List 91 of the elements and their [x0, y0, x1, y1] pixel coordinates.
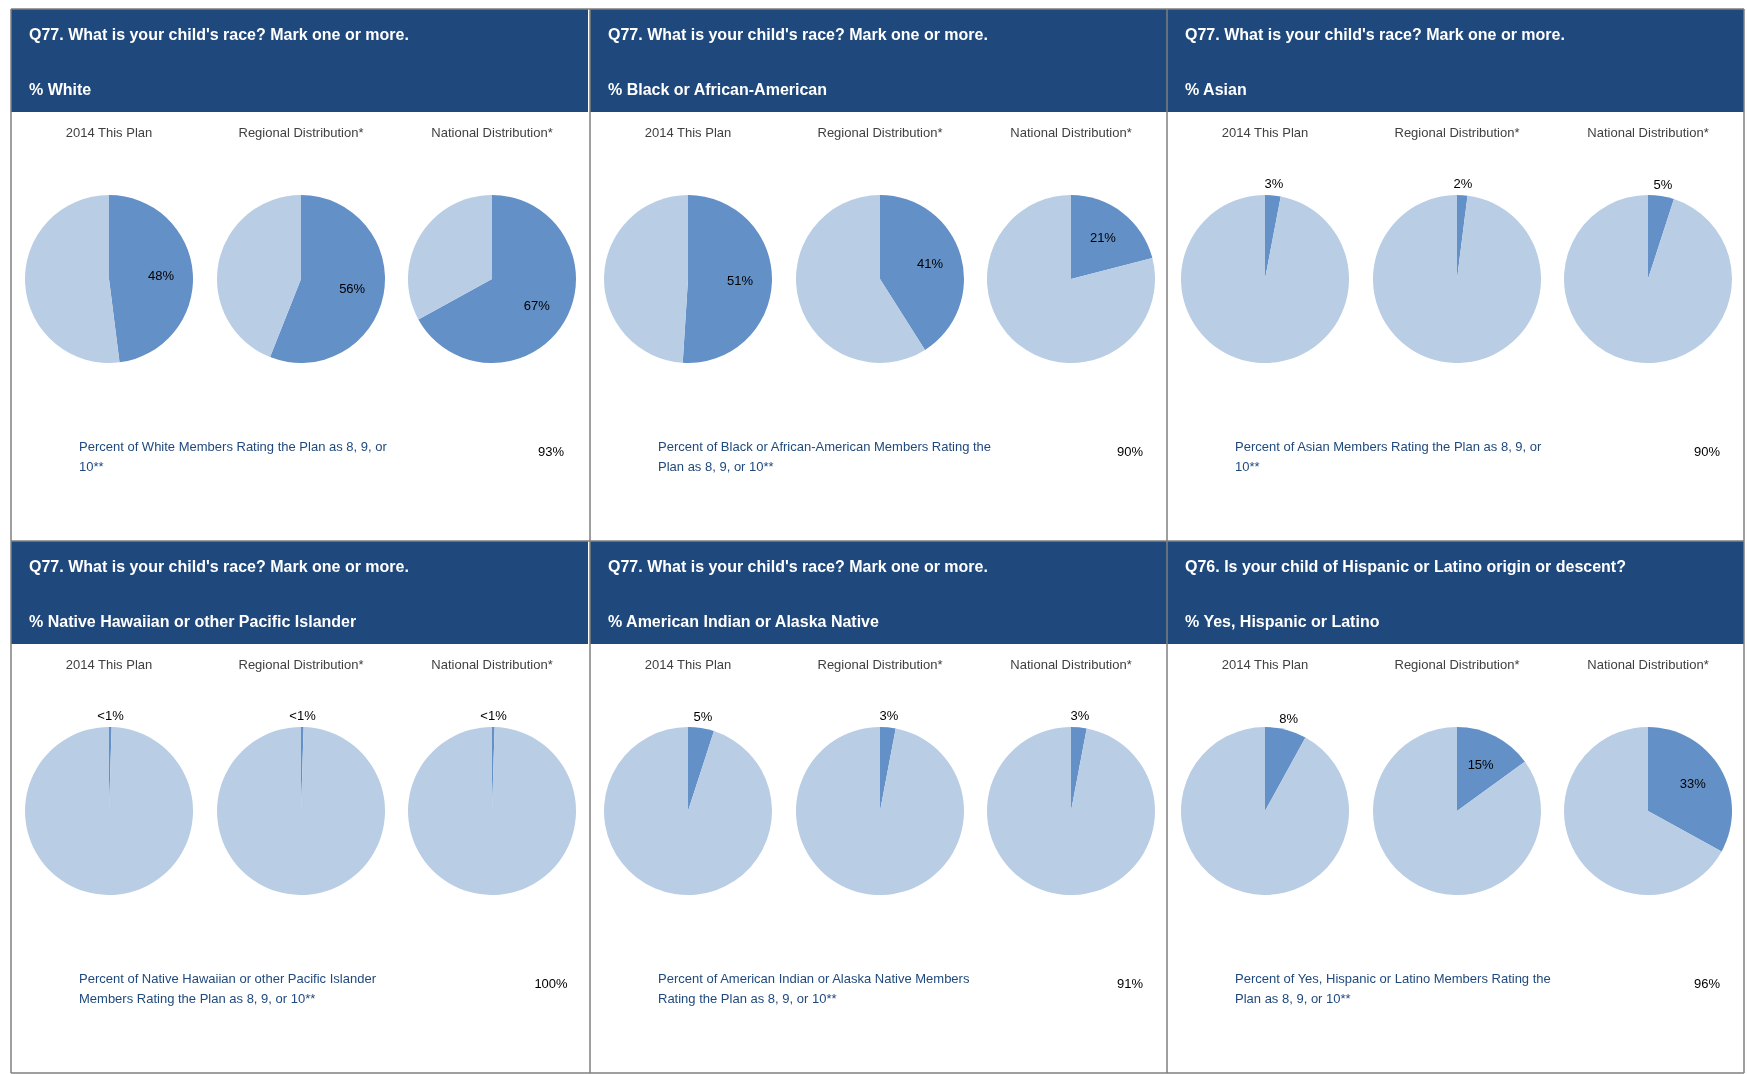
data-label: 5%: [1653, 177, 1673, 193]
text: Percent of Black or African-American Members Rating the Plan as 8, 9, or 10**: [658, 439, 992, 474]
data-label: 5%: [693, 709, 713, 725]
pie-slice: [987, 195, 1155, 363]
chart-title: National Distribution*: [1587, 125, 1709, 140]
pie-slice: [1265, 195, 1281, 279]
data-label: 33%: [1679, 776, 1707, 792]
data-label: <1%: [97, 708, 125, 724]
pie-slice: [1265, 727, 1306, 811]
data-label: 21%: [1089, 229, 1117, 245]
text: Percent of White Members Rating the Plan as 8, 9, or 10**: [79, 439, 388, 474]
chart-title: Regional Distribution*: [817, 657, 943, 672]
data-label: 3%: [879, 708, 899, 724]
chart-title: Regional Distribution*: [238, 125, 364, 140]
pie-slice: [604, 727, 772, 895]
text: Q77. What is your child's race? Mark one or more.: [29, 26, 409, 43]
pie-slice: [987, 727, 1155, 895]
text: Q77. What is your child's race? Mark one or more.: [608, 26, 988, 43]
text: Percent of Asian Members Rating the Plan as 8, 9, or 10**: [1235, 439, 1543, 474]
text: Percent of Yes, Hispanic or Latino Members Rating the Plan as 8, 9, or 10**: [1235, 971, 1551, 1006]
text: Q76. Is your child of Hispanic or Latino origin or descent?: [1185, 558, 1626, 575]
data-label: 8%: [1279, 710, 1299, 726]
text: % Yes, Hispanic or Latino: [1185, 613, 1380, 630]
data-label: 3%: [1264, 176, 1284, 192]
text: % Asian: [1185, 81, 1247, 98]
text: Q77. What is your child's race? Mark one or more.: [1185, 26, 1565, 43]
pie-slice: [217, 195, 301, 358]
chart-title: Regional Distribution*: [1394, 125, 1520, 140]
text: % American Indian or Alaska Native: [608, 613, 880, 630]
pie-slice: [270, 195, 385, 363]
pie-slice: [604, 195, 688, 363]
data-label: <1%: [289, 708, 317, 724]
chart-title: Regional Distribution*: [817, 125, 943, 140]
text: Q77. What is your child's race? Mark one or more.: [608, 558, 988, 575]
text: % Native Hawaiian or other Pacific Islander: [29, 613, 357, 630]
pie-slice: [408, 195, 492, 320]
data-label: 48%: [147, 267, 175, 283]
data-label: 51%: [727, 272, 754, 288]
data-label: <1%: [480, 708, 508, 724]
data-label: 3%: [1070, 708, 1090, 724]
pie-slice: [880, 195, 964, 350]
text: 90%: [1116, 444, 1144, 459]
chart-title: 2014 This Plan: [644, 657, 732, 672]
chart-title: National Distribution*: [1010, 657, 1132, 672]
pie-slice: [109, 195, 193, 363]
pie-slice: [1373, 727, 1541, 895]
data-label: 56%: [339, 280, 366, 296]
pie-slice: [408, 727, 577, 895]
pie-slice: [1648, 195, 1674, 279]
chart-title: National Distribution*: [431, 125, 553, 140]
text: 91%: [1116, 976, 1144, 991]
text: 90%: [1693, 444, 1721, 459]
chart-title: 2014 This Plan: [65, 657, 153, 672]
chart-title: 2014 This Plan: [1221, 125, 1309, 140]
text: 100%: [534, 976, 569, 991]
text: Percent of Native Hawaiian or other Pacific Islander Members Rating the Plan as 8, 9, or 10**: [79, 971, 377, 1006]
text: Percent of American Indian or Alaska Native Members Rating the Plan as 8, 9, or 10**: [658, 971, 970, 1006]
chart-title: National Distribution*: [1587, 657, 1709, 672]
pie-slice: [1648, 727, 1732, 852]
pie-slice: [1181, 727, 1349, 895]
data-label: 41%: [917, 256, 944, 272]
pie-slice: [25, 727, 194, 895]
pie-slice: [1457, 727, 1525, 811]
chart-title: 2014 This Plan: [1221, 657, 1309, 672]
pie-slice: [217, 727, 386, 895]
pie-slice: [1373, 195, 1541, 363]
chart-title: Regional Distribution*: [1394, 657, 1520, 672]
text: Q77. What is your child's race? Mark one or more.: [29, 558, 409, 575]
text: % White: [29, 81, 92, 98]
pie-slice: [880, 727, 896, 811]
data-label: 2%: [1453, 176, 1473, 192]
text: 93%: [537, 444, 565, 459]
pie-slice: [682, 195, 772, 363]
pie-slice: [1181, 195, 1349, 363]
text: 96%: [1693, 976, 1721, 991]
pie-slice: [1071, 727, 1087, 811]
chart-title: 2014 This Plan: [65, 125, 153, 140]
pie-slice: [688, 727, 714, 811]
pie-slice: [418, 195, 576, 363]
chart-title: 2014 This Plan: [644, 125, 732, 140]
pie-slice: [1564, 195, 1732, 363]
pie-slice: [1071, 195, 1153, 279]
data-label: 15%: [1467, 756, 1495, 772]
pie-slice: [796, 727, 964, 895]
chart-title: National Distribution*: [1010, 125, 1132, 140]
pie-slice: [25, 195, 120, 363]
chart-title: National Distribution*: [431, 657, 553, 672]
chart-title: Regional Distribution*: [238, 657, 364, 672]
data-label: 67%: [523, 297, 551, 313]
pie-slice: [1564, 727, 1722, 895]
text: % Black or African-American: [608, 81, 828, 98]
